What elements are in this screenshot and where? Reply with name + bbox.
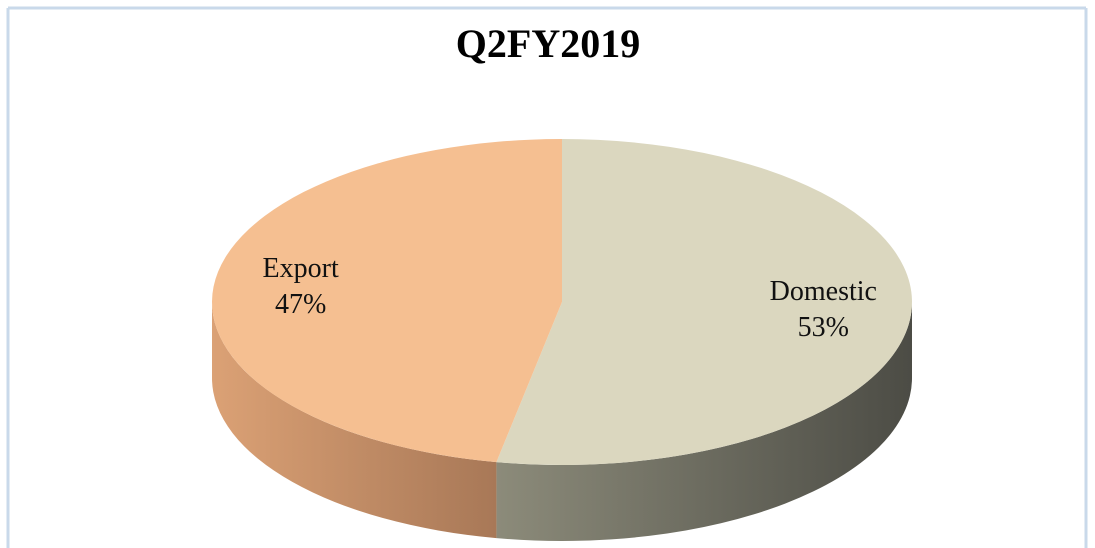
pie-side bbox=[212, 302, 497, 539]
pie-slice bbox=[212, 139, 562, 463]
slice-label: Domestic bbox=[770, 276, 877, 307]
pie-side bbox=[496, 302, 912, 541]
slice-value-label: 53% bbox=[798, 312, 849, 343]
pie-slice bbox=[496, 139, 913, 465]
slice-label: Export bbox=[263, 253, 339, 284]
slice-value-label: 47% bbox=[275, 289, 326, 320]
chart-title: Q2FY2019 bbox=[456, 21, 640, 66]
